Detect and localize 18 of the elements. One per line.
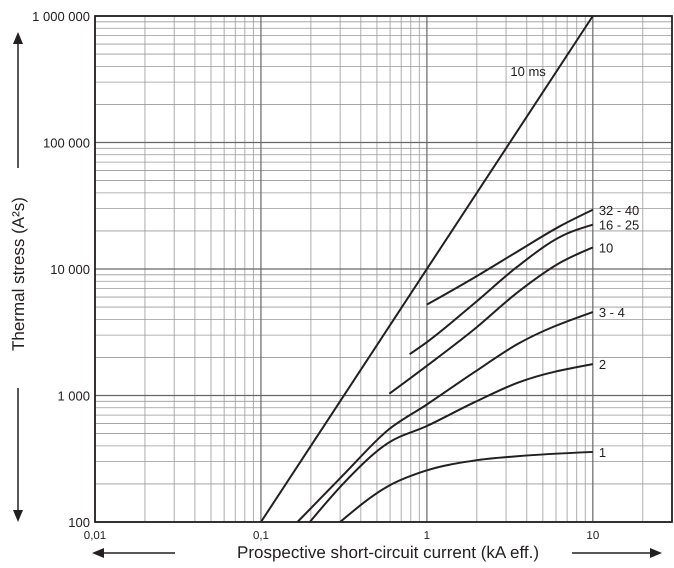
x-tick-label: 1 xyxy=(424,530,430,542)
series-label: 16 - 25 xyxy=(598,218,640,233)
x-tick-label: 0,01 xyxy=(84,530,106,542)
series-label: 10 ms xyxy=(510,64,546,79)
y-tick-label: 1 000 000 xyxy=(32,9,90,24)
series-label: 10 xyxy=(598,240,614,256)
y-tick-label: 100 000 xyxy=(43,136,90,150)
y-axis-title: Thermal stress (A²s) xyxy=(9,197,28,351)
series-label: 3 - 4 xyxy=(598,305,625,320)
y-tick-label: 10 000 xyxy=(50,262,90,277)
series-label: 2 xyxy=(598,357,606,372)
y-tick-label: 100 xyxy=(68,515,90,530)
series-label: 32 - 40 xyxy=(598,202,640,218)
y-tick-label: 1 000 xyxy=(57,388,90,404)
x-tick-label: 0,1 xyxy=(252,530,269,542)
x-tick-label: 10 xyxy=(586,530,600,542)
series-label: 1 xyxy=(598,444,606,460)
x-axis-title: Prospective short-circuit current (kA eff.) xyxy=(236,543,540,562)
